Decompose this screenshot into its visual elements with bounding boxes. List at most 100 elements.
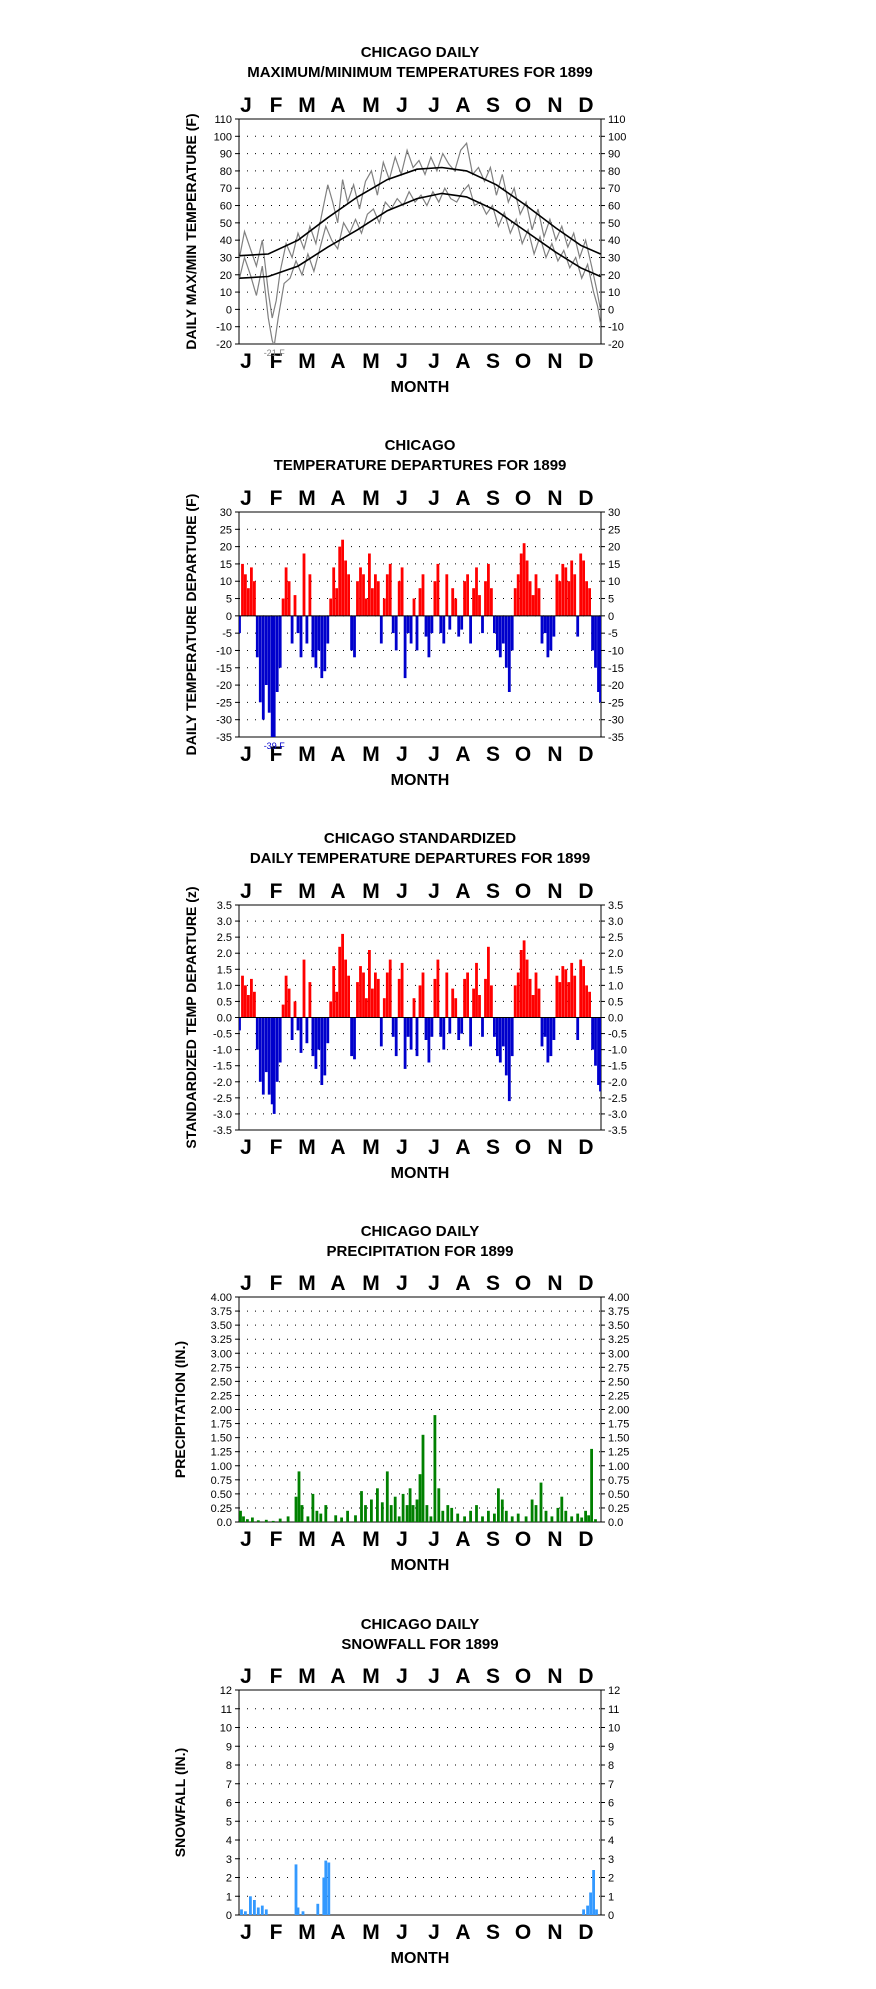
y-tick-label-right: 1.0 bbox=[608, 980, 623, 992]
data-bar bbox=[579, 959, 583, 1018]
y-tick-label-right: 15 bbox=[608, 559, 620, 571]
data-bar bbox=[264, 615, 268, 685]
data-bar bbox=[311, 615, 315, 658]
y-tick-label-left: 0.25 bbox=[211, 1503, 232, 1515]
min-annotation: -39 F bbox=[264, 741, 286, 751]
data-bar bbox=[556, 1507, 560, 1522]
data-bar bbox=[498, 615, 502, 658]
data-bar bbox=[463, 1516, 466, 1522]
month-label-top: J bbox=[396, 487, 408, 510]
data-bar bbox=[445, 574, 449, 616]
y-tick-label-right: 100 bbox=[608, 131, 626, 143]
data-bar bbox=[368, 950, 371, 1018]
data-bar bbox=[240, 1909, 243, 1915]
data-bar bbox=[356, 581, 359, 616]
y-tick-label-left: 30 bbox=[220, 507, 232, 519]
plot-marks bbox=[239, 1415, 597, 1522]
y-tick-label-right: 2.00 bbox=[608, 1405, 629, 1417]
y-tick-label-left: -20 bbox=[216, 680, 232, 692]
y-axis-label: PRECIPITATION (IN.) bbox=[172, 1341, 188, 1478]
y-tick-label-left: 3.50 bbox=[211, 1320, 232, 1332]
data-bar bbox=[591, 1017, 594, 1050]
month-label-top: J bbox=[428, 880, 440, 903]
month-label-bottom: J bbox=[428, 1136, 440, 1159]
y-tick-label-left: 2.00 bbox=[211, 1405, 232, 1417]
data-bar bbox=[540, 615, 544, 644]
data-bar bbox=[475, 1505, 478, 1522]
month-label-top: J bbox=[428, 487, 440, 510]
data-bar bbox=[456, 1513, 460, 1522]
y-tick-label-left: 30 bbox=[220, 252, 232, 264]
data-bar bbox=[371, 988, 374, 1018]
y-tick-label-left: 11 bbox=[221, 1704, 232, 1716]
data-bar bbox=[433, 978, 437, 1018]
plot-marks bbox=[239, 933, 601, 1114]
month-label-bottom: N bbox=[547, 1528, 562, 1551]
data-bar bbox=[376, 581, 380, 616]
data-bar bbox=[454, 598, 458, 616]
month-label-top: N bbox=[547, 1665, 562, 1688]
y-tick-label-right: -15 bbox=[608, 663, 624, 675]
month-label-bottom: S bbox=[486, 1921, 500, 1944]
month-label-top: J bbox=[428, 94, 440, 117]
data-bar bbox=[261, 1017, 265, 1095]
month-label-bottom: A bbox=[455, 1528, 470, 1551]
data-bar bbox=[534, 972, 538, 1018]
data-bar bbox=[368, 553, 371, 616]
month-label-bottom: S bbox=[486, 350, 500, 373]
month-label-top: J bbox=[396, 1665, 408, 1688]
data-bar bbox=[570, 1516, 574, 1522]
y-tick-label-right: 90 bbox=[608, 149, 620, 161]
data-bar bbox=[239, 1510, 242, 1522]
y-tick-label-left: 4.00 bbox=[211, 1292, 232, 1304]
y-tick-label-right: 0.5 bbox=[608, 996, 623, 1008]
month-label-top: A bbox=[455, 880, 470, 903]
month-label-top: J bbox=[396, 880, 408, 903]
month-label-bottom: M bbox=[298, 1136, 316, 1159]
y-tick-label-right: 7 bbox=[608, 1779, 614, 1791]
data-bar bbox=[412, 598, 416, 616]
data-bar bbox=[275, 615, 279, 692]
data-bar bbox=[530, 1499, 534, 1522]
data-bar bbox=[421, 972, 425, 1018]
data-bar bbox=[256, 1907, 260, 1915]
month-label-bottom: A bbox=[455, 350, 470, 373]
data-bar bbox=[549, 1017, 553, 1057]
data-bar bbox=[379, 615, 383, 644]
month-label-top: F bbox=[270, 1665, 283, 1688]
chart-title-line-1: CHICAGO DAILY bbox=[361, 1616, 480, 1633]
y-tick-label-right: 30 bbox=[608, 507, 620, 519]
month-label-top: J bbox=[428, 1665, 440, 1688]
y-tick-label-left: 60 bbox=[220, 201, 232, 213]
data-bar bbox=[350, 1017, 353, 1057]
data-bar bbox=[353, 615, 356, 658]
y-tick-label-left: 1.25 bbox=[211, 1447, 232, 1459]
data-bar bbox=[391, 1017, 395, 1037]
data-bar bbox=[589, 1892, 592, 1915]
data-bar bbox=[576, 1513, 580, 1522]
data-bar bbox=[496, 615, 499, 651]
data-bar bbox=[239, 615, 241, 634]
data-bar bbox=[323, 615, 327, 672]
data-bar bbox=[272, 1017, 276, 1114]
data-bar bbox=[308, 574, 312, 616]
y-tick-label-left: 100 bbox=[214, 131, 232, 143]
y-tick-label-right: -10 bbox=[608, 322, 624, 334]
data-bar bbox=[324, 1505, 328, 1522]
x-axis-label: MONTH bbox=[391, 772, 450, 789]
y-tick-label-right: 0.50 bbox=[608, 1489, 629, 1501]
data-bar bbox=[332, 567, 336, 616]
month-label-top: M bbox=[298, 880, 316, 903]
y-tick-label-right: 25 bbox=[608, 524, 620, 536]
month-label-top: A bbox=[330, 487, 345, 510]
data-bar bbox=[437, 1488, 441, 1522]
data-bar bbox=[457, 1017, 461, 1040]
data-bar bbox=[362, 574, 365, 616]
data-bar bbox=[525, 959, 529, 1018]
chart-title-line-1: CHICAGO STANDARDIZED bbox=[324, 830, 516, 847]
data-bar bbox=[543, 1017, 547, 1037]
data-bar bbox=[599, 615, 601, 703]
data-bar bbox=[475, 962, 478, 1018]
data-bar bbox=[335, 588, 339, 616]
